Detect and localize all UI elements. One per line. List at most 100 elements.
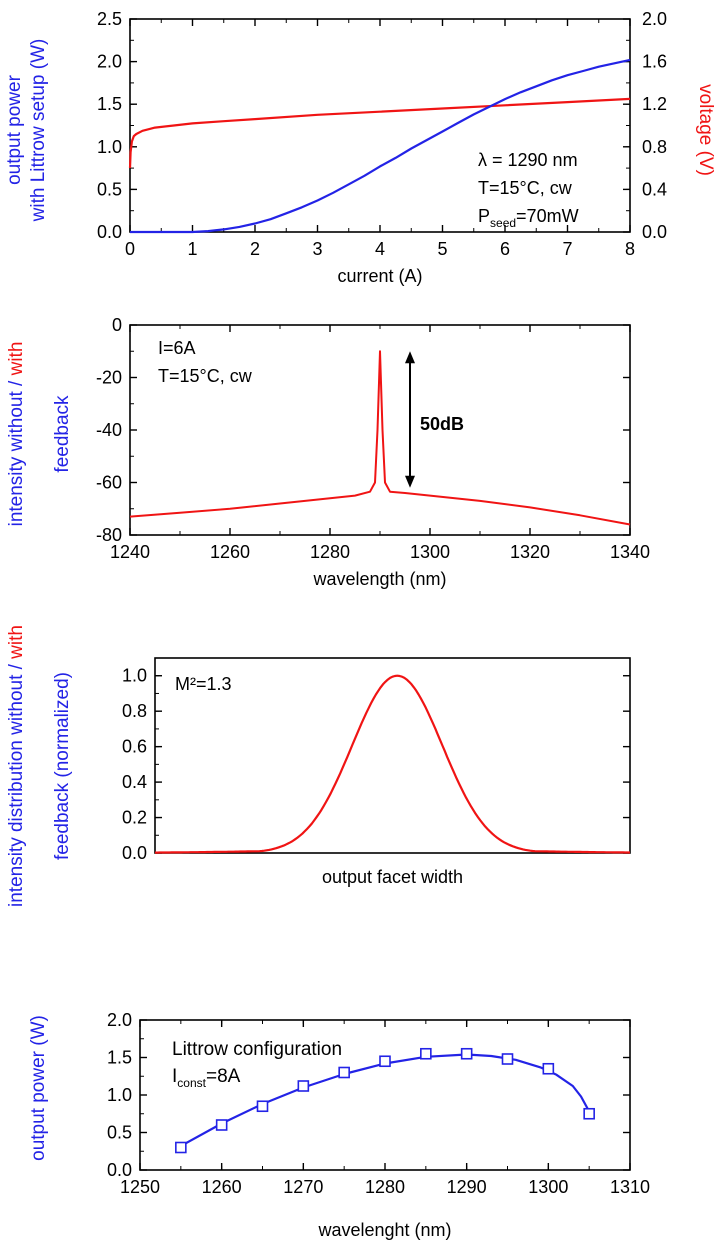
p1-annotation-lambda: λ = 1290 nm (478, 150, 578, 170)
p3-ytick-label-5: 1.0 (122, 666, 147, 686)
p1-voltage-line (128, 97, 631, 169)
p1-xlabel: current (A) (337, 266, 422, 286)
p1-frame (129, 18, 631, 233)
p4-point (420, 1047, 432, 1060)
p4-iconst-sub: const (177, 1076, 206, 1090)
p1-right-ytick-label-4: 1.6 (642, 52, 667, 72)
p3-ylabel: intensity distribution without / with (6, 625, 27, 907)
p2-ytick-label-0: -80 (96, 525, 122, 545)
p4-xtick-label-2: 1270 (283, 1177, 323, 1197)
p4-ytick-label-2: 1.0 (107, 1085, 132, 1105)
p3-ytick-label-3: 0.6 (122, 737, 147, 757)
p3-annotation-m2: M²=1.3 (175, 674, 232, 694)
p2-xtick-label-5: 1340 (610, 542, 650, 562)
p4-xlabel: wavelenght (nm) (317, 1220, 451, 1240)
p2-xtick-label-3: 1300 (410, 542, 450, 562)
panel-spectrum: intensity without / with feedback I=6A T… (6, 315, 650, 589)
p1-left-ytick-label-4: 2.0 (97, 52, 122, 72)
p4-ylabel: output power (W) (28, 1015, 49, 1161)
p4-xtick-label-5: 1300 (528, 1177, 568, 1197)
p4-point (583, 1107, 595, 1120)
p4-xtick-label-3: 1280 (365, 1177, 405, 1197)
p4-point (297, 1080, 310, 1092)
p4-point (175, 1141, 187, 1154)
p1-annotation-temp: T=15°C, cw (478, 178, 573, 198)
p1-right-ytick-label-1: 0.4 (642, 179, 667, 199)
p3-xlabel: output facet width (322, 867, 463, 887)
p1-pseed-rest: =70mW (516, 206, 579, 226)
p1-xtick-label-7: 7 (562, 239, 572, 259)
p4-ytick-label-1: 0.5 (107, 1123, 132, 1143)
p1-left-ytick-label-3: 1.5 (97, 94, 122, 114)
p4-ytick-label-0: 0.0 (107, 1160, 132, 1180)
p2-xtick-label-0: 1240 (110, 542, 150, 562)
p4-annotation-current: Iconst=8A (172, 1066, 241, 1090)
p3-profile-line (155, 674, 630, 854)
p4-point (338, 1066, 350, 1079)
p1-left-ytick-label-5: 2.5 (97, 9, 122, 29)
p2-ylabel-black: intensity without / (6, 375, 27, 526)
p4-fit-line (180, 1053, 591, 1147)
p2-annotation-temp: T=15°C, cw (158, 366, 253, 386)
p4-xtick-label-4: 1290 (447, 1177, 487, 1197)
p4-point (379, 1055, 391, 1068)
p2-xtick-label-1: 1260 (210, 542, 250, 562)
p1-annotation-pseed: Pseed=70mW (478, 206, 579, 230)
p3-ytick-label-1: 0.2 (122, 808, 147, 828)
p1-xtick-label-3: 3 (312, 239, 322, 259)
p2-xlabel: wavelength (nm) (312, 569, 446, 589)
p1-ylabel-line2: with Littrow setup (W) (28, 39, 49, 223)
p2-ylabel-line2: feedback (52, 395, 73, 473)
p4-iconst-main: I (172, 1066, 177, 1087)
p4-xtick-label-1: 1260 (202, 1177, 242, 1197)
p2-xtick-label-4: 1320 (510, 542, 550, 562)
panel-beam-profile: intensity distribution without / with fe… (6, 625, 631, 907)
p1-right-ytick-label-5: 2.0 (642, 9, 667, 29)
p1-xtick-label-4: 4 (375, 239, 385, 259)
p4-point (542, 1062, 555, 1075)
p2-arrow-head-top (405, 351, 415, 364)
p4-xtick-label-6: 1310 (610, 1177, 650, 1197)
p1-left-ytick-label-1: 0.5 (97, 179, 122, 199)
p3-ylabel-black: intensity distribution without / (6, 659, 27, 907)
p4-point (460, 1047, 473, 1060)
p1-power-line (130, 58, 631, 234)
p4-ytick-label-3: 1.5 (107, 1048, 132, 1068)
p1-xtick-label-6: 6 (500, 239, 510, 259)
p3-ylabel-red: with (6, 625, 27, 660)
panel-littrow-tuning: output power (W) Littrow configuration I… (28, 1010, 650, 1240)
p1-xtick-label-5: 5 (437, 239, 447, 259)
p4-xtick-label-0: 1250 (120, 1177, 160, 1197)
p4-point (501, 1053, 514, 1065)
p2-arrow-label: 50dB (420, 414, 464, 434)
p3-ytick-label-2: 0.4 (122, 772, 147, 792)
p1-left-ytick-label-2: 1.0 (97, 137, 122, 157)
p3-ytick-label-0: 0.0 (122, 843, 147, 863)
p2-spectrum-line (129, 350, 631, 526)
p2-ytick-label-2: -40 (96, 420, 122, 440)
p1-pseed-sub: seed (490, 216, 516, 230)
p4-annotation-config: Littrow configuration (172, 1039, 342, 1060)
p1-xtick-label-8: 8 (625, 239, 635, 259)
p2-xtick-label-2: 1280 (310, 542, 350, 562)
p3-ytick-label-4: 0.8 (122, 701, 147, 721)
p1-ylabel-line1: output power (4, 74, 25, 185)
p2-ytick-label-4: 0 (112, 315, 122, 335)
p2-ytick-label-1: -60 (96, 473, 122, 493)
p1-xtick-label-0: 0 (125, 239, 135, 259)
p2-arrow-head-bottom (405, 475, 415, 488)
p1-pseed-main: P (478, 206, 490, 226)
p4-iconst-rest: =8A (206, 1066, 241, 1087)
panel-current-power-voltage: output power with Littrow setup (W) volt… (4, 9, 715, 286)
p1-ylabel-right: voltage (V) (695, 84, 715, 176)
p3-frame (154, 657, 631, 854)
p1-xtick-label-1: 1 (187, 239, 197, 259)
p1-right-ytick-label-2: 0.8 (642, 137, 667, 157)
p2-ylabel: intensity without / with (6, 342, 27, 527)
p1-right-ytick-label-0: 0.0 (642, 222, 667, 242)
p1-left-ytick-label-0: 0.0 (97, 222, 122, 242)
p4-ytick-label-4: 2.0 (107, 1010, 132, 1030)
p3-ylabel-line2: feedback (normalized) (52, 672, 73, 860)
p2-ylabel-red: with (6, 342, 27, 377)
